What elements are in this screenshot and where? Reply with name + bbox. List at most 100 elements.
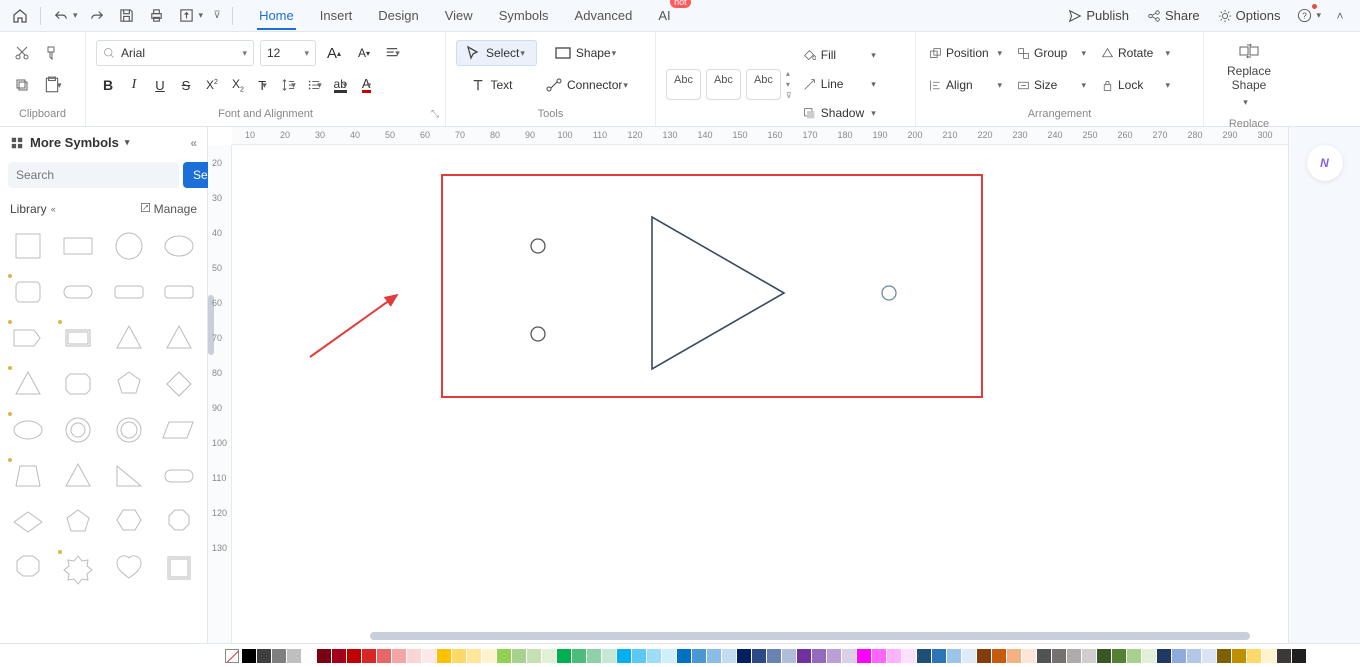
color-swatch[interactable] bbox=[287, 649, 301, 663]
strikethrough-button[interactable]: S bbox=[174, 72, 198, 98]
align-arr-button[interactable]: Align▾ bbox=[926, 72, 1008, 98]
fill-button[interactable]: Fill▾ bbox=[800, 42, 882, 68]
color-swatch[interactable] bbox=[752, 649, 766, 663]
format-painter-button[interactable] bbox=[40, 40, 64, 66]
shape-item[interactable] bbox=[6, 318, 50, 358]
shape-item[interactable] bbox=[56, 456, 100, 496]
style-preset-1[interactable]: Abc bbox=[666, 69, 701, 100]
color-swatch[interactable] bbox=[1187, 649, 1201, 663]
color-swatch[interactable] bbox=[1172, 649, 1186, 663]
panel-collapse-button[interactable]: « bbox=[190, 136, 197, 150]
color-swatch[interactable] bbox=[767, 649, 781, 663]
tab-ai[interactable]: AIhot bbox=[656, 2, 672, 29]
shape-item[interactable] bbox=[6, 456, 50, 496]
color-swatch[interactable] bbox=[1247, 649, 1261, 663]
shape-item[interactable] bbox=[157, 548, 201, 588]
color-swatch[interactable] bbox=[1157, 649, 1171, 663]
color-swatch[interactable] bbox=[782, 649, 796, 663]
color-swatch[interactable] bbox=[977, 649, 991, 663]
shape-item[interactable] bbox=[56, 226, 100, 266]
export-button[interactable] bbox=[173, 3, 201, 29]
color-swatch[interactable] bbox=[1202, 649, 1216, 663]
canvas-circle-1[interactable] bbox=[531, 239, 545, 253]
redo-button[interactable] bbox=[83, 3, 111, 29]
shape-item[interactable] bbox=[107, 502, 151, 542]
home-icon[interactable] bbox=[6, 3, 34, 29]
color-swatch[interactable] bbox=[362, 649, 376, 663]
shape-item[interactable] bbox=[157, 364, 201, 404]
color-swatch[interactable] bbox=[1292, 649, 1306, 663]
horizontal-scrollbar[interactable] bbox=[220, 632, 1280, 642]
text-tool-button[interactable]: Text bbox=[456, 72, 528, 98]
color-swatch[interactable] bbox=[932, 649, 946, 663]
manage-button[interactable]: Manage bbox=[140, 202, 197, 216]
line-button[interactable]: Line▾ bbox=[800, 71, 882, 97]
color-swatch[interactable] bbox=[572, 649, 586, 663]
shape-item[interactable] bbox=[107, 364, 151, 404]
shape-item[interactable] bbox=[107, 548, 151, 588]
shape-item[interactable] bbox=[56, 318, 100, 358]
shape-item[interactable] bbox=[6, 226, 50, 266]
font-family-select[interactable]: Arial▾ bbox=[96, 40, 254, 66]
align-button[interactable]: ▾ bbox=[382, 40, 406, 66]
color-swatch[interactable] bbox=[902, 649, 916, 663]
shape-item[interactable] bbox=[56, 410, 100, 450]
color-swatch[interactable] bbox=[992, 649, 1006, 663]
shape-item[interactable] bbox=[107, 318, 151, 358]
italic-button[interactable]: I bbox=[122, 72, 146, 98]
group-button[interactable]: Group▾ bbox=[1014, 40, 1092, 66]
font-size-select[interactable]: 12▾ bbox=[260, 40, 316, 66]
connector-tool-button[interactable]: Connector▾ bbox=[538, 72, 639, 98]
style-prev[interactable]: ▴ bbox=[786, 69, 792, 78]
color-swatch[interactable] bbox=[662, 649, 676, 663]
undo-dropdown[interactable]: ▾ bbox=[73, 10, 81, 21]
color-swatch[interactable] bbox=[1217, 649, 1231, 663]
color-swatch[interactable] bbox=[527, 649, 541, 663]
text-case-button[interactable]: T▾ bbox=[252, 72, 276, 98]
shape-item[interactable] bbox=[6, 272, 50, 312]
options-button[interactable]: Options bbox=[1210, 4, 1289, 27]
color-swatch[interactable] bbox=[542, 649, 556, 663]
color-swatch[interactable] bbox=[812, 649, 826, 663]
shape-item[interactable] bbox=[157, 410, 201, 450]
color-swatch[interactable] bbox=[647, 649, 661, 663]
color-swatch[interactable] bbox=[827, 649, 841, 663]
superscript-button[interactable]: X2 bbox=[200, 72, 224, 98]
color-swatch[interactable] bbox=[392, 649, 406, 663]
style-preset-3[interactable]: Abc bbox=[746, 69, 781, 100]
shape-item[interactable] bbox=[107, 226, 151, 266]
color-swatch[interactable] bbox=[632, 649, 646, 663]
shape-item[interactable] bbox=[56, 364, 100, 404]
color-swatch[interactable] bbox=[422, 649, 436, 663]
shape-item[interactable] bbox=[56, 548, 100, 588]
shape-item[interactable] bbox=[157, 272, 201, 312]
color-swatch[interactable] bbox=[887, 649, 901, 663]
color-swatch[interactable] bbox=[677, 649, 691, 663]
color-swatch[interactable] bbox=[1067, 649, 1081, 663]
style-gallery[interactable]: ⊽ bbox=[786, 91, 792, 100]
color-swatch[interactable] bbox=[617, 649, 631, 663]
color-swatch[interactable] bbox=[962, 649, 976, 663]
line-spacing-button[interactable]: ▾ bbox=[278, 72, 302, 98]
tab-home[interactable]: Home bbox=[257, 2, 296, 29]
color-swatch[interactable] bbox=[1277, 649, 1291, 663]
color-swatch[interactable] bbox=[1097, 649, 1111, 663]
shape-item[interactable] bbox=[107, 272, 151, 312]
color-swatch[interactable] bbox=[272, 649, 286, 663]
shape-item[interactable] bbox=[157, 502, 201, 542]
canvas-circle-3[interactable] bbox=[882, 286, 896, 300]
color-swatch[interactable] bbox=[497, 649, 511, 663]
print-button[interactable] bbox=[143, 3, 171, 29]
tab-design[interactable]: Design bbox=[376, 2, 420, 29]
save-button[interactable] bbox=[113, 3, 141, 29]
color-swatch[interactable] bbox=[377, 649, 391, 663]
style-next[interactable]: ▾ bbox=[786, 80, 792, 89]
color-swatch[interactable] bbox=[512, 649, 526, 663]
color-swatch[interactable] bbox=[602, 649, 616, 663]
color-swatch[interactable] bbox=[1037, 649, 1051, 663]
font-color-button[interactable]: A▾ bbox=[356, 72, 380, 98]
shape-item[interactable] bbox=[56, 502, 100, 542]
search-input[interactable] bbox=[8, 162, 179, 188]
app-logo[interactable]: N bbox=[1307, 145, 1343, 181]
tab-view[interactable]: View bbox=[443, 2, 475, 29]
